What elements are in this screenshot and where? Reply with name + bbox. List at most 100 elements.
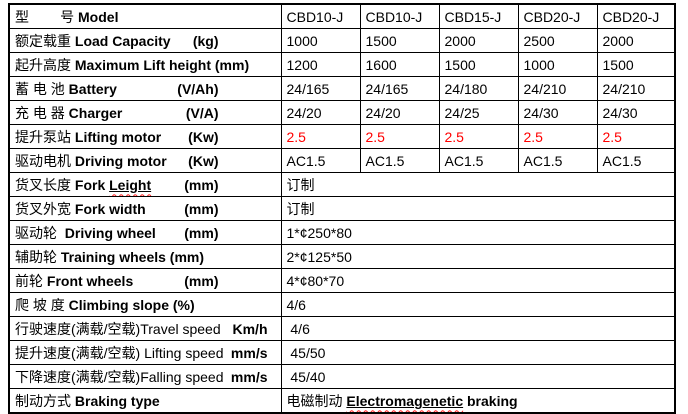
row-label-cell: 型 号 Model [8, 3, 282, 29]
row-label-segment: Travel speed [140, 320, 221, 337]
merged-value-segment: braking [463, 392, 518, 409]
spec-value-cell: 1500 [359, 28, 440, 53]
spec-merged-value-cell: 1*¢250*80 [280, 220, 676, 245]
row-label-segment: Driving motor [74, 152, 167, 169]
spec-row: 额定载重 Load Capacity (kg) 1000 1500 2000 2500 20… [8, 28, 676, 53]
row-label-segment: Lifting speed [144, 344, 224, 361]
row-label-segment: 型 号 [15, 8, 79, 25]
spec-row: 下降速度(满载/空载) Falling speed mm/s 45/40 [8, 364, 676, 389]
row-label-segment: 起升高度 [15, 56, 75, 73]
row-label-segment: Falling speed [140, 368, 224, 385]
row-unit-label: (mm) [184, 200, 219, 217]
spec-value-cell: 1200 [280, 52, 361, 77]
row-label-segment: 驱动电机 [15, 152, 75, 169]
spec-row: 充 电 器 Charger (V/A) 24/20 24/20 24/25 24/30 24… [8, 100, 676, 125]
spec-value-cell: 2.5 [280, 124, 361, 149]
spec-merged-value-cell: 订制 [280, 172, 676, 197]
spec-value-cell: 2.5 [438, 124, 519, 149]
spec-value-cell: AC1.5 [438, 148, 519, 173]
spec-value-cell: 24/25 [438, 100, 519, 125]
row-unit-label: (mm) [184, 176, 219, 193]
spec-row: 型 号 Model CBD10-J CBD10-J CBD15-J CBD20-J CBD… [8, 3, 676, 29]
row-unit-label: (V/Ah) [177, 80, 219, 97]
spec-value-cell: 2.5 [359, 124, 440, 149]
spec-value-cell: AC1.5 [280, 148, 361, 173]
spec-value-cell: 1600 [359, 52, 440, 77]
spec-row: 起升高度 Maximum Lift height (mm) 1200 1600 150… [8, 52, 676, 77]
row-label-segment: Battery [68, 80, 117, 97]
row-label-segment: 货叉外宽 [15, 200, 75, 217]
merged-value-segment: Electromagenetic [346, 393, 463, 409]
row-unit-label: mm/s [230, 368, 268, 385]
spec-value-cell: 24/20 [280, 100, 361, 125]
row-label-cell: 提升速度(满载/空载) Lifting speed mm/s [8, 340, 282, 365]
spec-value-cell: 1500 [596, 52, 676, 77]
row-unit-label: Km/h [232, 320, 268, 337]
row-label-segment: 辅助轮 [15, 248, 61, 265]
merged-value-segment: 4/6 [286, 320, 310, 337]
row-unit-label: mm/s [230, 344, 268, 361]
row-label-segment: Model [78, 8, 119, 25]
row-unit-label: (Kw) [188, 128, 219, 145]
spec-merged-value-cell: 订制 [280, 196, 676, 221]
merged-value-segment: 4*¢80*70 [286, 272, 345, 289]
spec-row: 提升速度(满载/空载) Lifting speed mm/s 45/50 [8, 340, 676, 365]
row-unit-label: (mm) [184, 272, 219, 289]
row-label-segment: 货叉长度 [15, 176, 75, 193]
spec-value-cell: 1500 [438, 52, 519, 77]
row-label-cell: 制动方式 Braking type [8, 388, 282, 414]
misspelled-word: Leight [109, 176, 152, 193]
row-label-cell: 爬 坡 度 Climbing slope (%) [8, 292, 282, 317]
merged-value-segment: 电磁制动 [286, 392, 347, 409]
spec-row: 驱动轮 Driving wheel (mm) 1*¢250*80 [8, 220, 676, 245]
spec-value-cell: CBD15-J [438, 3, 519, 29]
row-label-segment: Front wheels [46, 272, 134, 289]
merged-value-segment: 45/40 [286, 368, 326, 385]
spec-value-cell: 2000 [438, 28, 519, 53]
row-label-segment: 行驶速度(满载/空载) [15, 320, 141, 337]
merged-value-segment: 1*¢250*80 [286, 224, 352, 241]
spec-value-cell: 24/210 [517, 76, 598, 101]
spec-row: 制动方式 Braking type 电磁制动 Electromagenetic b… [8, 388, 676, 414]
row-label-cell: 起升高度 Maximum Lift height (mm) [8, 52, 282, 77]
row-label-cell: 蓄 电 池 Battery (V/Ah) [8, 76, 282, 101]
spec-value-cell: AC1.5 [359, 148, 440, 173]
spec-merged-value-cell: 4/6 [280, 292, 676, 317]
spec-value-cell: AC1.5 [596, 148, 676, 173]
spec-row: 蓄 电 池 Battery (V/Ah) 24/165 24/165 24/180 24/… [8, 76, 676, 101]
spec-value-cell: 1000 [517, 52, 598, 77]
row-label-segment: 额定载重 [15, 32, 75, 49]
row-label-cell: 提升泵站 Lifting motor (Kw) [8, 124, 282, 149]
spec-value-cell: 1000 [280, 28, 361, 53]
row-label-segment: Maximum Lift height (mm) [74, 56, 250, 73]
row-label-segment: Load Capacity [74, 32, 171, 49]
row-label-cell: 额定载重 Load Capacity (kg) [8, 28, 282, 53]
row-label-segment: Training wheels (mm) [60, 248, 205, 265]
row-label-segment: Fork [74, 176, 110, 193]
misspelled-word: Electromagenetic [346, 392, 464, 409]
row-label-segment: Driving wheel [64, 224, 156, 241]
merged-value-segment: 订制 [286, 176, 315, 193]
spec-row: 提升泵站 Lifting motor (Kw) 2.5 2.5 2.5 2.5 2.5 [8, 124, 676, 149]
merged-value-segment: 2*¢125*50 [286, 248, 352, 265]
row-label-cell: 辅助轮 Training wheels (mm) [8, 244, 282, 269]
spec-value-cell: 2000 [596, 28, 676, 53]
row-label-cell: 下降速度(满载/空载) Falling speed mm/s [8, 364, 282, 389]
row-label-cell: 前轮 Front wheels (mm) [8, 268, 282, 293]
row-label-segment: 下降速度(满载/空载) [15, 368, 141, 385]
row-label-segment: 提升泵站 [15, 128, 75, 145]
spec-row: 驱动电机 Driving motor (Kw) AC1.5 AC1.5 AC1.5 AC1… [8, 148, 676, 173]
spec-value-cell: 2500 [517, 28, 598, 53]
spec-value-cell: CBD20-J [596, 3, 676, 29]
spec-row: 前轮 Front wheels (mm) 4*¢80*70 [8, 268, 676, 293]
row-label-segment: Fork width [74, 200, 146, 217]
spec-value-cell: 24/30 [596, 100, 676, 125]
merged-value-segment: 45/50 [286, 344, 326, 361]
row-label-cell: 货叉外宽 Fork width (mm) [8, 196, 282, 221]
forklift-spec-table: 型 号 Model CBD10-J CBD10-J CBD15-J CBD20-J CBD… [8, 3, 676, 414]
row-label-cell: 驱动电机 Driving motor (Kw) [8, 148, 282, 173]
spec-value-cell: CBD10-J [359, 3, 440, 29]
spec-row: 货叉长度 Fork Leight (mm) 订制 [8, 172, 676, 197]
spec-value-cell: 24/210 [596, 76, 676, 101]
row-label-segment: 提升速度(满载/空载) [15, 344, 145, 361]
